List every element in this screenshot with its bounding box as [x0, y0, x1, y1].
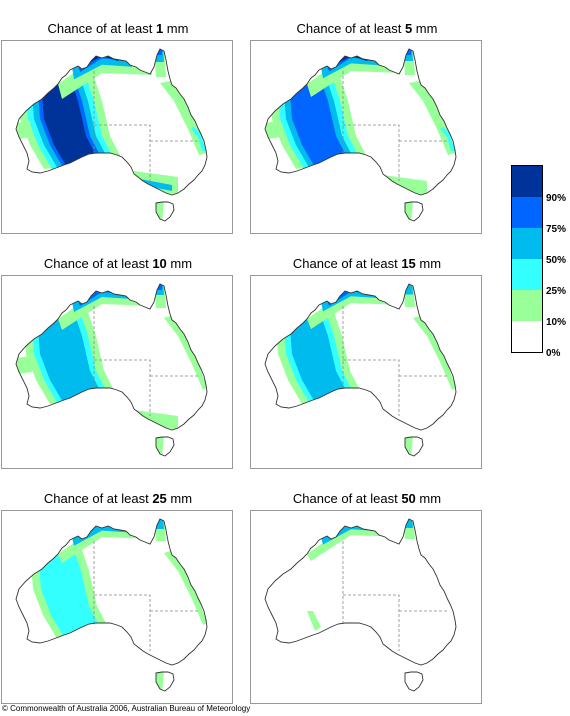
rainfall-map [264, 283, 457, 457]
tasmania-coastline [155, 201, 175, 222]
state-borders [342, 541, 449, 651]
state-borders [93, 306, 200, 416]
rainfall-map [15, 283, 208, 457]
panel-title-15mm: Chance of at least 15 mm [292, 256, 442, 271]
south-band-10 [383, 175, 427, 195]
legend-label-50: 50% [546, 255, 567, 266]
rainfall-map [264, 518, 457, 692]
south-band-50 [140, 179, 172, 191]
rainfall-map [15, 48, 208, 222]
copyright-notice: © Commonwealth of Australia 2006, Austra… [2, 704, 251, 713]
mainland-coastline [264, 518, 457, 666]
west-band-50 [38, 312, 102, 404]
mainland-coastline [15, 283, 208, 431]
panel-title-1mm: Chance of at least 1 mm [47, 21, 189, 36]
legend-label-25: 25% [546, 286, 567, 297]
state-borders [93, 541, 200, 651]
south-band-10 [134, 410, 178, 430]
sw-coast-band [16, 356, 32, 374]
panel-title-5mm: Chance of at least 5 mm [296, 21, 438, 36]
east-band-10 [409, 81, 456, 155]
legend-swatch-50 [512, 228, 542, 259]
rainfall-map [15, 518, 208, 692]
east-band-25 [440, 127, 455, 151]
map-panel-50mm [250, 510, 482, 704]
east-band-10 [160, 81, 207, 155]
mainland-coastline [15, 518, 208, 666]
mainland-coastline [264, 283, 457, 431]
east-band-10 [164, 551, 207, 625]
panel-title-25mm: Chance of at least 25 mm [43, 491, 193, 506]
east-band-10 [413, 316, 456, 390]
legend-swatch-90 [512, 166, 542, 197]
map-panel-25mm [1, 510, 233, 704]
east-band-10 [164, 316, 207, 390]
tasmania-coastline [404, 671, 424, 692]
west-band-50 [290, 312, 348, 404]
mainland-coastline [15, 48, 208, 196]
map-panel-15mm [250, 275, 482, 469]
map-panel-1mm [1, 40, 233, 234]
legend-label-75: 75% [546, 224, 567, 235]
east-band-25 [191, 127, 206, 151]
rainfall-map [264, 48, 457, 222]
panel-title-50mm: Chance of at least 50 mm [292, 491, 442, 506]
panel-title-10mm: Chance of at least 10 mm [43, 256, 193, 271]
state-borders [342, 306, 449, 416]
legend-swatch-0 [512, 321, 542, 352]
probability-legend [511, 165, 543, 353]
west-band-90 [42, 77, 98, 169]
west-band-25 [39, 547, 101, 639]
legend-swatch-10 [512, 290, 542, 321]
legend-swatch-25 [512, 259, 542, 290]
sw-coast-band [265, 121, 281, 139]
legend-label-90: 90% [546, 193, 567, 204]
tasmania-coastline [155, 436, 175, 457]
state-borders [342, 71, 449, 181]
map-panel-10mm [1, 275, 233, 469]
legend-label-10: 10% [546, 317, 567, 328]
tasmania-coastline [155, 671, 175, 692]
tasmania-coastline [404, 436, 424, 457]
legend-swatch-75 [512, 197, 542, 228]
mainland-coastline [264, 48, 457, 196]
sw-coast-band [16, 121, 32, 139]
legend-label-0: 0% [546, 348, 561, 359]
west-band-10 [307, 611, 321, 631]
state-borders [93, 71, 200, 181]
tasmania-coastline [404, 201, 424, 222]
map-panel-5mm [250, 40, 482, 234]
west-band-75 [290, 77, 348, 169]
